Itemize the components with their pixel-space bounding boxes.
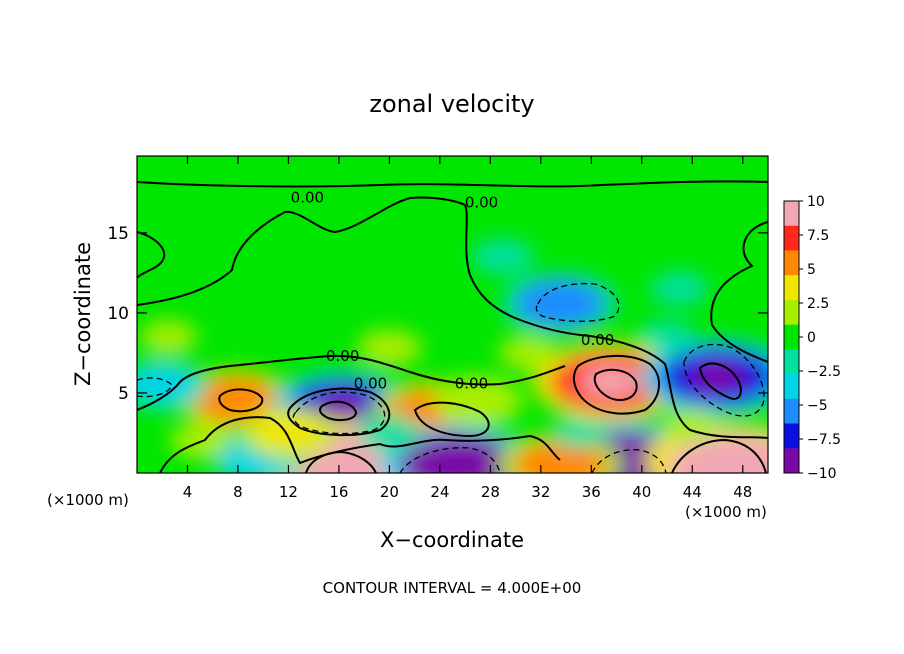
x-tick-label-3: 16 — [329, 483, 348, 501]
colorbar: 10 7.5 5 2.5 0 −2.5 −5 −7.5 −10 — [783, 194, 841, 482]
contour-label-5: 0.00 — [581, 331, 614, 349]
field-blob-0 — [190, 375, 281, 424]
colorbar-label-3: 2.5 — [807, 296, 829, 312]
colorbar-label-1: 7.5 — [807, 228, 829, 244]
x-tick-label-9: 40 — [632, 483, 651, 501]
field-blob-15 — [650, 271, 710, 307]
field-blob-17 — [288, 241, 340, 273]
contour-pos-mid — [413, 401, 490, 438]
contour-zero-upper — [137, 231, 166, 279]
y-tick-label-2: 15 — [107, 224, 129, 244]
field-blob-19 — [356, 329, 422, 367]
contour-label-2: 0.00 — [326, 347, 359, 365]
field-blob-25 — [637, 319, 697, 355]
colorbar-swatch-3 — [784, 275, 799, 301]
x-tick-label-6: 28 — [481, 483, 500, 501]
x-tick-label-5: 24 — [430, 483, 449, 501]
contour-zero-right — [710, 221, 768, 363]
colorbar-label-8: −10 — [807, 466, 837, 482]
colorbar-swatch-5 — [784, 324, 799, 350]
contour-labels: 0.00 0.00 0.00 0.00 0.00 0.00 — [291, 189, 615, 393]
field-core-11 — [702, 451, 768, 473]
contour-label-0: 0.00 — [291, 189, 324, 207]
y-axis-label: Z−coordinate — [71, 242, 95, 386]
colorbar-swatch-1 — [784, 225, 799, 251]
field-blob-5 — [443, 381, 513, 421]
colorbar-label-4: 0 — [807, 330, 816, 346]
field-blob-24 — [663, 408, 722, 442]
x-axis: 4 8 12 16 20 24 28 32 36 40 44 48 — [183, 156, 752, 501]
x-tick-label-11: 48 — [733, 483, 752, 501]
x-tick-label-7: 32 — [531, 483, 550, 501]
contour-pos-east — [572, 354, 660, 415]
x-axis-label: X−coordinate — [380, 528, 524, 552]
x-tick-label-4: 20 — [380, 483, 399, 501]
y-tick-label-0: 5 — [118, 384, 129, 404]
contour-label-3: 0.00 — [354, 374, 387, 392]
field-blob-6 — [514, 279, 605, 328]
contour-neg-west — [137, 377, 173, 398]
contour-zero-low-2 — [159, 416, 561, 473]
contour-zero-lower — [137, 354, 566, 411]
field-core-9 — [688, 362, 747, 392]
contour-neg-lower-b — [292, 391, 386, 435]
colorbar-label-2: 5 — [807, 262, 816, 278]
field-blob-21 — [251, 412, 326, 454]
colorbar-swatch-2 — [784, 250, 799, 276]
y-tick-label-1: 10 — [107, 304, 129, 324]
contour-zero-mid — [137, 196, 768, 439]
contour-pos-west — [218, 388, 264, 413]
x-tick-label-10: 44 — [683, 483, 702, 501]
colorbar-label-6: −5 — [807, 398, 828, 414]
contour-neg-lower-a-inner — [319, 400, 358, 421]
field-blob-22 — [356, 414, 422, 452]
plot-frame — [136, 155, 769, 474]
colorbar-swatch-10 — [784, 448, 799, 474]
chart-title: zonal velocity — [369, 90, 534, 118]
plot-area: 0.00 0.00 0.00 0.00 0.00 0.00 — [136, 155, 769, 474]
negative-contours — [137, 282, 765, 473]
contour-zero-top — [137, 180, 768, 188]
colorbar-swatch-0 — [784, 201, 799, 227]
x-tick-label-2: 12 — [279, 483, 298, 501]
colorbar-label-5: −2.5 — [807, 364, 841, 380]
contour-neg-lower-a — [287, 387, 391, 437]
field-blob-16 — [471, 238, 535, 276]
colorbar-swatch-8 — [784, 398, 799, 425]
contour-neg-east-inner — [698, 362, 742, 400]
colorbar-label-0: 10 — [807, 194, 825, 210]
x-tick-label-0: 4 — [183, 483, 193, 501]
contour-pos-bottom-a — [305, 450, 377, 473]
field-core-4 — [428, 449, 489, 473]
colorbar-swatch-9 — [784, 423, 799, 449]
colorbar-label-7: −7.5 — [807, 432, 841, 448]
field-blob-20 — [498, 335, 558, 371]
field-blob-26 — [427, 156, 478, 188]
contour-neg-east — [683, 343, 765, 417]
y-axis: 5 10 15 — [107, 224, 768, 404]
field-core-7 — [580, 366, 641, 397]
field-blob-23 — [551, 416, 606, 450]
field-core-2 — [307, 446, 376, 473]
contour-label-4: 0.00 — [455, 374, 488, 392]
x-tick-label-8: 36 — [582, 483, 601, 501]
x-unit-left: (×1000 m) — [47, 491, 129, 509]
contour-lines — [137, 180, 768, 473]
contour-neg-bottom-d — [591, 449, 667, 473]
x-tick-label-1: 8 — [233, 483, 243, 501]
contour-pos-bottom-b — [671, 438, 767, 473]
contour-pos-east-inner — [593, 368, 638, 401]
colorbar-swatch-6 — [784, 349, 799, 375]
colorbar-swatch-4 — [784, 299, 799, 326]
contour-label-1: 0.00 — [465, 193, 498, 211]
field-blob-12 — [137, 365, 197, 405]
x-unit-right: (×1000 m) — [685, 503, 767, 521]
field-blob-18 — [139, 320, 198, 354]
colorbar-swatch-7 — [784, 374, 799, 400]
contour-interval-note: CONTOUR INTERVAL = 4.000E+00 — [323, 579, 582, 597]
